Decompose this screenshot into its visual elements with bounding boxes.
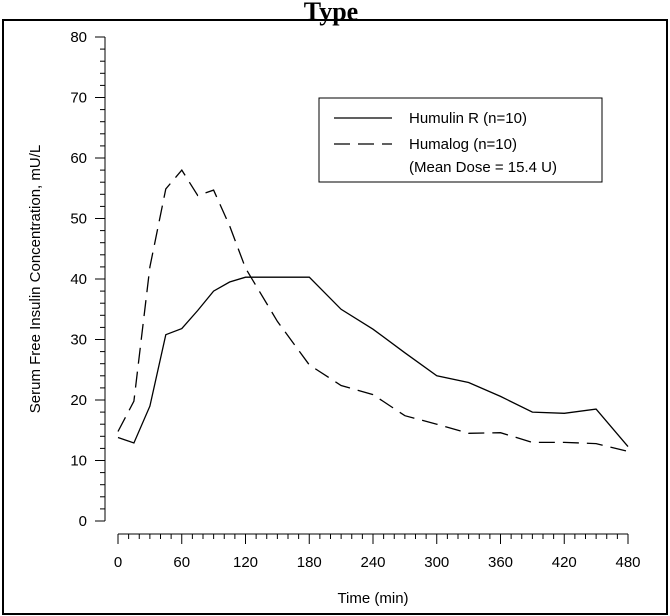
y-tick-label: 10 xyxy=(70,453,87,470)
x-tick-label: 420 xyxy=(552,554,577,571)
y-tick-label: 30 xyxy=(70,332,87,349)
y-tick-label: 70 xyxy=(70,90,87,107)
y-tick-label: 0 xyxy=(79,513,87,530)
y-tick-label: 80 xyxy=(70,29,87,46)
y-tick-label: 60 xyxy=(70,150,87,167)
x-axis-label: Time (min) xyxy=(337,590,408,607)
x-tick-label: 120 xyxy=(233,554,258,571)
x-tick-label: 240 xyxy=(360,554,385,571)
x-tick-label: 300 xyxy=(424,554,449,571)
x-axis-tick-labels: 0 60 120 180 240 300 360 420 480 xyxy=(114,554,641,571)
x-axis-ticks xyxy=(117,534,629,544)
x-tick-label: 180 xyxy=(297,554,322,571)
legend-label-humulin: Humulin R (n=10) xyxy=(409,110,527,127)
series-line-humulin-r xyxy=(117,276,629,448)
y-tick-label: 20 xyxy=(70,392,87,409)
x-tick-label: 480 xyxy=(615,554,640,571)
y-axis-label: Serum Free Insulin Concentration, mU/L xyxy=(27,145,44,413)
y-axis-tick-labels: 0 10 20 30 40 50 60 70 80 xyxy=(70,29,87,530)
legend-label-humalog: Humalog (n=10) xyxy=(409,136,517,153)
figure-border xyxy=(2,19,668,615)
x-tick-label: 0 xyxy=(114,554,122,571)
legend: Humulin R (n=10) Humalog (n=10) (Mean Do… xyxy=(318,97,603,183)
legend-note-mean-dose: (Mean Dose = 15.4 U) xyxy=(409,159,557,176)
series-line-humalog xyxy=(117,169,629,453)
y-tick-label: 50 xyxy=(70,211,87,228)
series-layer xyxy=(117,169,629,453)
y-tick-label: 40 xyxy=(70,271,87,288)
x-tick-label: 60 xyxy=(173,554,190,571)
legend-box xyxy=(318,97,603,183)
chart-title: Type xyxy=(304,0,358,26)
x-tick-label: 360 xyxy=(488,554,513,571)
y-axis-ticks xyxy=(95,36,105,522)
